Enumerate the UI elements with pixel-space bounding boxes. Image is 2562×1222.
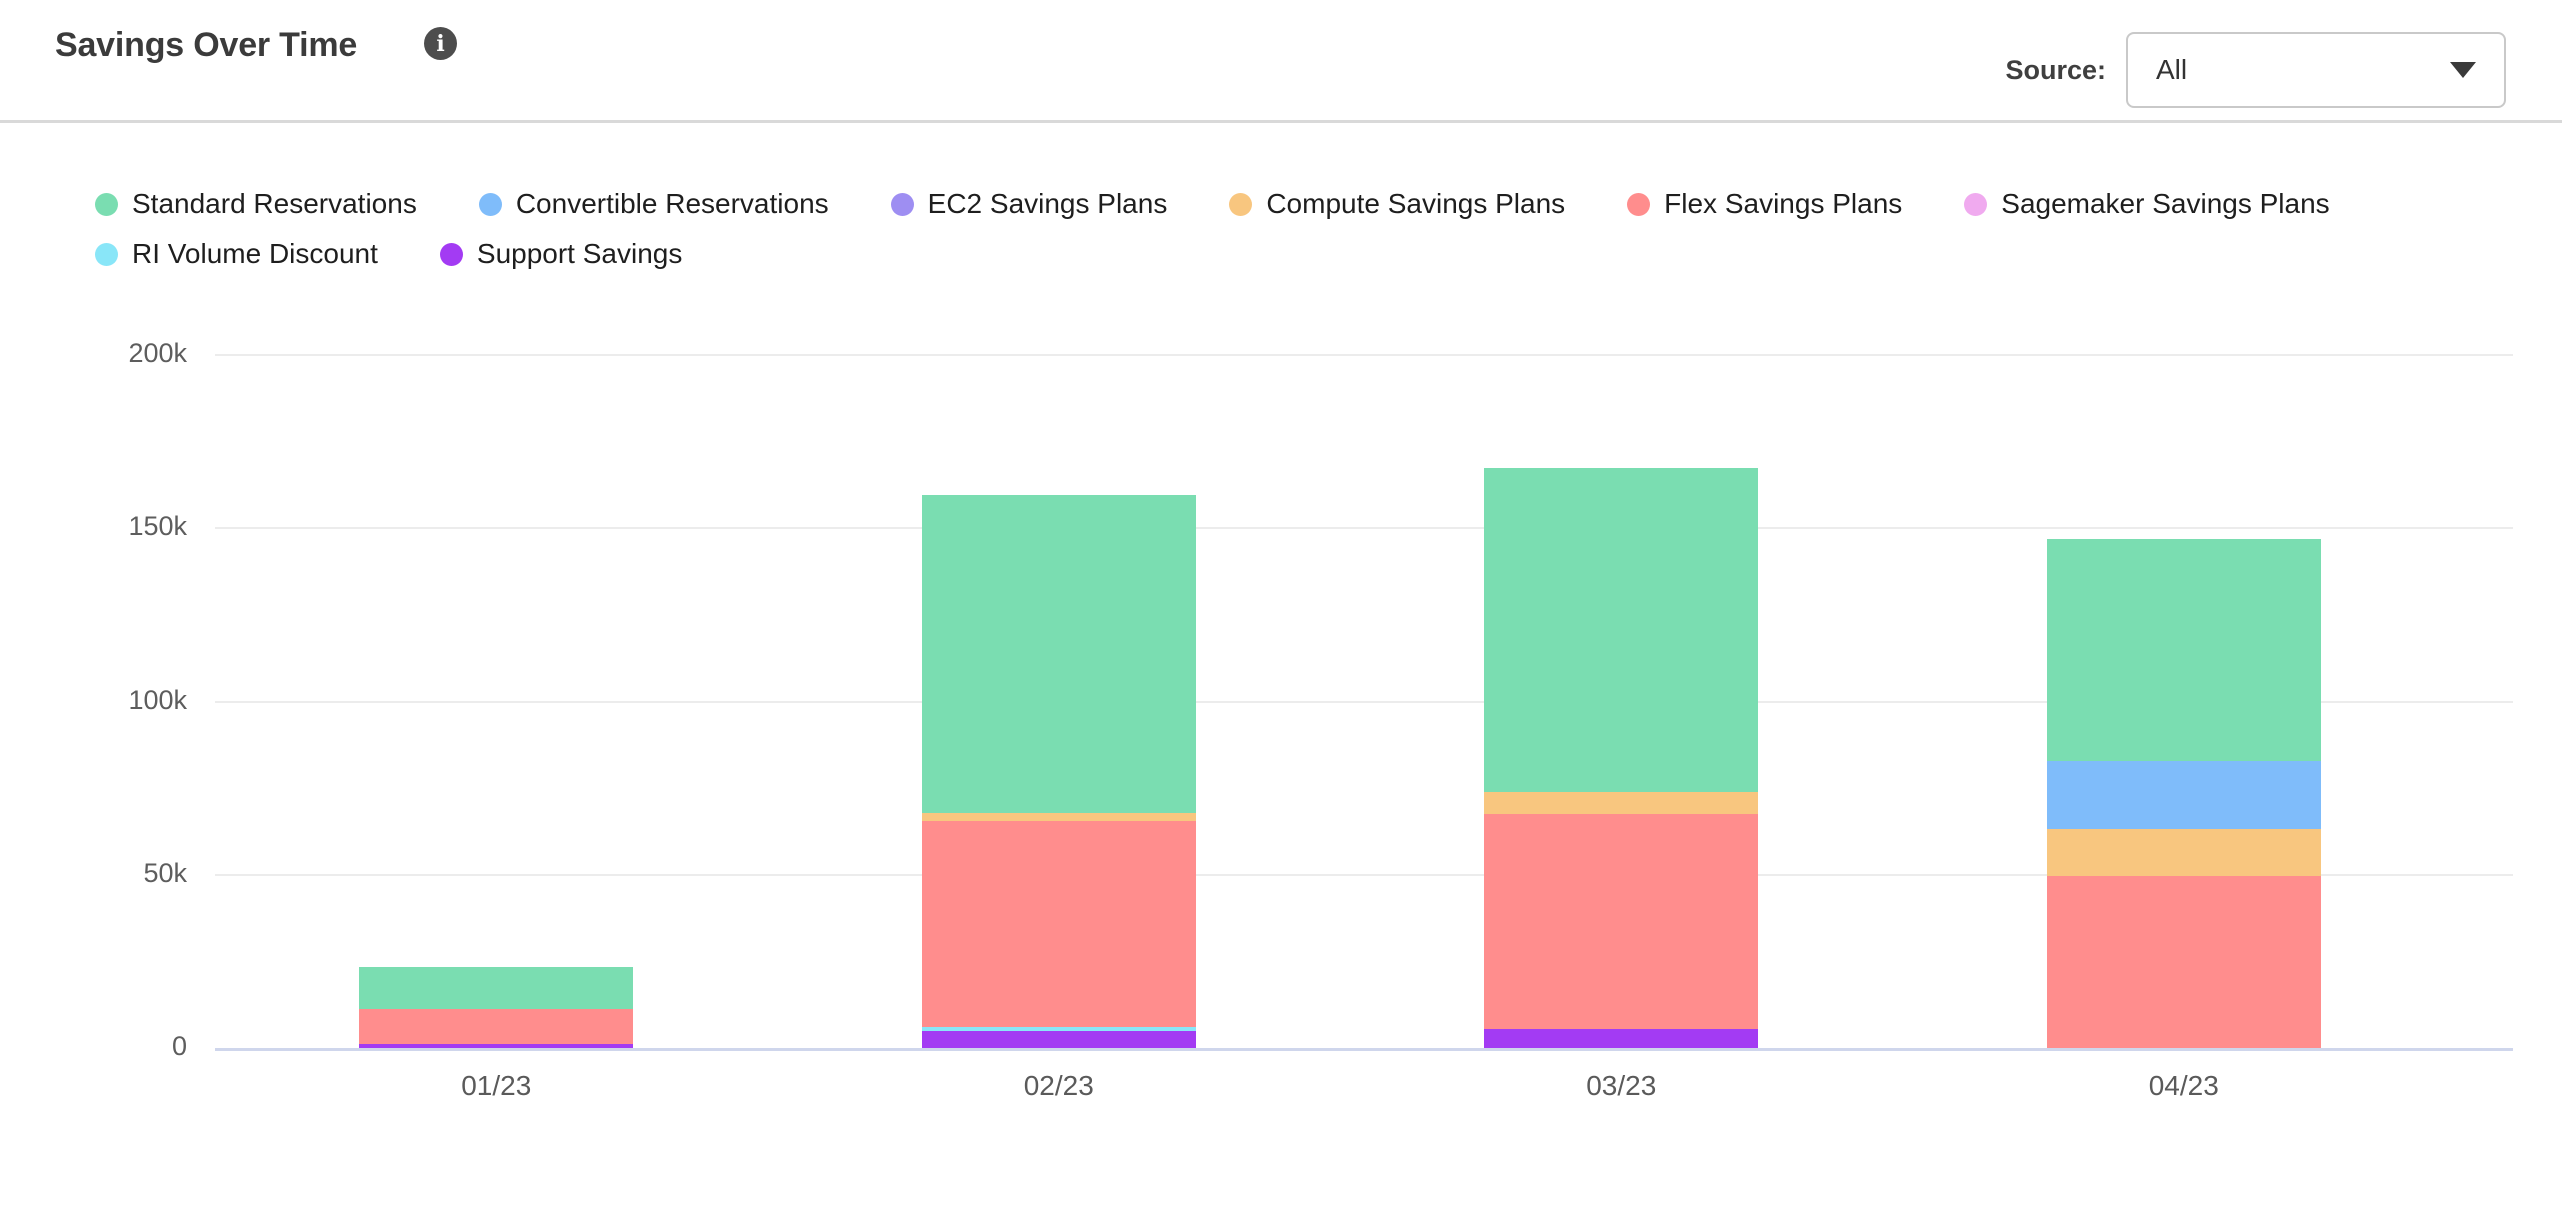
legend-label: Standard Reservations xyxy=(132,188,417,219)
legend-item-standard-reservations[interactable]: Standard Reservations xyxy=(95,188,417,220)
source-selected-value: All xyxy=(2156,54,2188,85)
bar-segment-ri-volume-discount[interactable] xyxy=(921,1026,1196,1032)
legend-dot-icon xyxy=(1229,192,1253,216)
bar-segment-flex-savings-plans[interactable] xyxy=(359,1008,634,1044)
x-axis-label-03-23: 03/23 xyxy=(1586,1070,1657,1101)
bar-segment-compute-savings-plans[interactable] xyxy=(2046,828,2321,876)
bar-segment-support-savings[interactable] xyxy=(921,1031,1196,1048)
chevron-down-icon xyxy=(2450,62,2476,78)
bar-segment-flex-savings-plans[interactable] xyxy=(921,820,1196,1027)
chart-legend: Standard Reservations Convertible Reserva… xyxy=(95,188,2405,270)
legend-item-compute-savings-plans[interactable]: Compute Savings Plans xyxy=(1229,188,1565,220)
legend-item-flex-savings-plans[interactable]: Flex Savings Plans xyxy=(1627,188,1902,220)
bar-segment-support-savings[interactable] xyxy=(359,1043,634,1048)
bar-segment-flex-savings-plans[interactable] xyxy=(2046,875,2321,1048)
legend-dot-icon xyxy=(95,192,118,216)
bar-04-23 xyxy=(2046,539,2321,1048)
source-filter: Source: All xyxy=(2005,32,2506,108)
y-axis-label-200k: 200k xyxy=(128,338,187,368)
bar-segment-convertible-reservations[interactable] xyxy=(2046,761,2321,829)
bar-segment-compute-savings-plans[interactable] xyxy=(921,812,1196,821)
gridline-200k xyxy=(215,354,2513,356)
legend-item-ri-volume-discount[interactable]: RI Volume Discount xyxy=(95,238,378,270)
legend-label: Convertible Reservations xyxy=(515,188,829,219)
bar-segment-standard-reservations[interactable] xyxy=(1484,467,1759,792)
legend-dot-icon xyxy=(1964,192,1988,216)
bar-segment-standard-reservations[interactable] xyxy=(2046,539,2321,762)
bar-segment-flex-savings-plans[interactable] xyxy=(1484,813,1759,1029)
x-axis-label-04-23: 04/23 xyxy=(2148,1070,2219,1101)
legend-item-support-savings[interactable]: Support Savings xyxy=(439,238,683,270)
panel-header: Savings Over Time i Source: All xyxy=(0,0,2562,120)
legend-label: Sagemaker Savings Plans xyxy=(2001,188,2330,219)
source-dropdown[interactable]: All xyxy=(2126,32,2506,108)
bar-01-23 xyxy=(359,966,634,1048)
x-axis-label-02-23: 02/23 xyxy=(1023,1070,1094,1101)
x-axis-line xyxy=(215,1048,2513,1051)
legend-dot-icon xyxy=(478,192,502,216)
legend-item-ec2-savings-plans[interactable]: EC2 Savings Plans xyxy=(890,188,1168,220)
source-label: Source: xyxy=(2005,54,2106,85)
bar-03-23 xyxy=(1484,467,1759,1048)
bar-segment-compute-savings-plans[interactable] xyxy=(1484,791,1759,814)
y-axis-label-50k: 50k xyxy=(143,857,187,888)
y-axis-label-100k: 100k xyxy=(128,684,187,715)
gridline-50k xyxy=(215,873,2513,876)
legend-item-convertible-reservations[interactable]: Convertible Reservations xyxy=(478,188,829,220)
y-axis-label-150k: 150k xyxy=(128,511,187,542)
legend-dot-icon xyxy=(1627,192,1651,216)
x-axis-label-01-23: 01/23 xyxy=(461,1070,532,1101)
gridline-150k xyxy=(215,527,2513,530)
bar-segment-standard-reservations[interactable] xyxy=(921,495,1196,813)
bar-02-23 xyxy=(921,495,1196,1048)
legend-label: Flex Savings Plans xyxy=(1664,188,1903,219)
legend-dot-icon xyxy=(439,242,463,266)
legend-label: EC2 Savings Plans xyxy=(927,188,1168,219)
legend-label: RI Volume Discount xyxy=(132,238,378,269)
legend-dot-icon xyxy=(890,192,914,216)
bar-segment-support-savings[interactable] xyxy=(1484,1028,1759,1048)
info-icon[interactable]: i xyxy=(424,27,457,60)
legend-item-sagemaker-savings-plans[interactable]: Sagemaker Savings Plans xyxy=(1964,188,2330,220)
y-axis-label-0: 0 xyxy=(171,1031,187,1061)
bar-segment-standard-reservations[interactable] xyxy=(359,966,634,1009)
legend-label: Compute Savings Plans xyxy=(1266,188,1566,219)
header-divider xyxy=(0,120,2562,123)
gridline-100k xyxy=(215,700,2513,703)
legend-dot-icon xyxy=(95,242,118,266)
page-title: Savings Over Time xyxy=(55,26,358,64)
legend-label: Support Savings xyxy=(476,238,683,269)
